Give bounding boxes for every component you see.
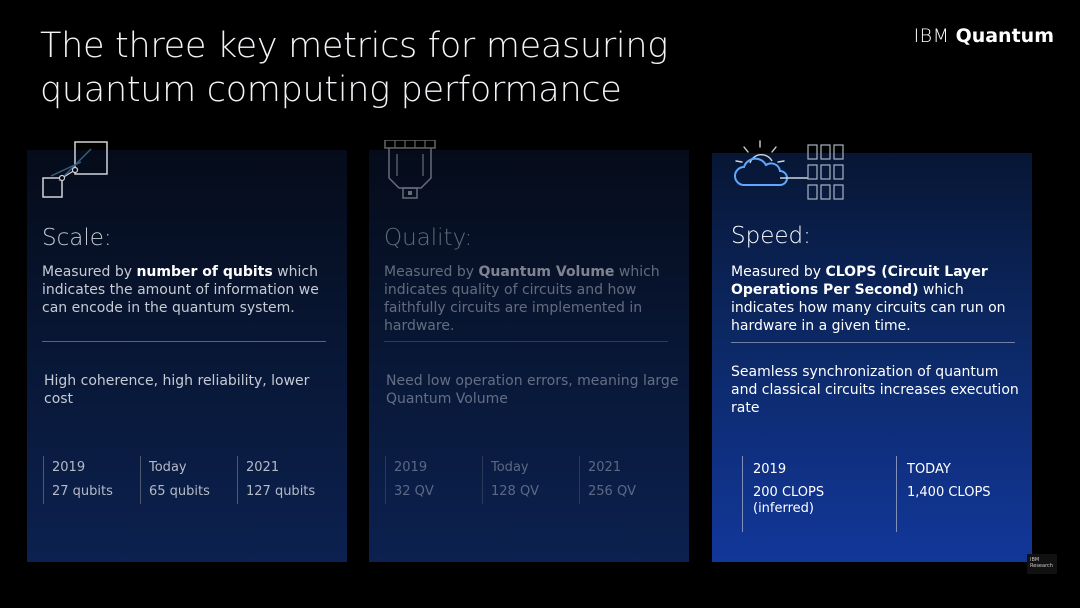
stat-item: 2021 127 qubits	[237, 456, 334, 504]
stat-item: 2019 32 QV	[385, 456, 482, 504]
divider	[384, 341, 668, 342]
stat-item: 2019 27 qubits	[43, 456, 140, 504]
speed-description: Measured by CLOPS (Circuit Layer Operati…	[731, 264, 1006, 334]
stat-item: 2021 256 QV	[579, 456, 676, 504]
stat-item: TODAY 1,400 CLOPS	[896, 456, 1050, 532]
cloud-hardware-icon	[730, 139, 860, 207]
scale-card: Scale: Measured by number of qubits whic…	[27, 141, 347, 562]
scale-description: Measured by number of qubits which indic…	[42, 264, 319, 316]
quality-stats: 2019 32 QV Today 128 QV 2021 256 QV	[385, 456, 676, 504]
stat-item: Today 65 qubits	[140, 456, 237, 504]
speed-note: Seamless synchronization of quantum and …	[731, 364, 1019, 416]
title-line-1: The three key metrics for measuring	[40, 26, 668, 66]
speed-stats: 2019 200 CLOPS (inferred) TODAY 1,400 CL…	[742, 456, 1050, 532]
scale-heading: Scale:	[42, 225, 112, 251]
scale-note: High coherence, high reliability, lower …	[44, 373, 310, 407]
speed-card: Speed: Measured by CLOPS (Circuit Layer …	[712, 140, 1032, 562]
page-title: The three key metrics for measuring quan…	[40, 24, 760, 112]
quality-note: Need low operation errors, meaning large…	[386, 373, 679, 407]
divider	[42, 341, 326, 342]
scale-stats: 2019 27 qubits Today 65 qubits 2021 127 …	[43, 456, 334, 504]
title-line-2: quantum computing performance	[40, 70, 622, 110]
quality-description: Measured by Quantum Volume which indicat…	[384, 264, 660, 334]
speed-heading: Speed:	[731, 223, 811, 249]
brand-quantum: Quantum	[955, 25, 1054, 47]
stat-item: 2019 200 CLOPS (inferred)	[742, 456, 896, 532]
quality-card: Quality: Measured by Quantum Volume whic…	[369, 139, 689, 562]
ibm-research-badge: IBM Research	[1027, 554, 1057, 574]
divider	[731, 342, 1015, 343]
stat-item: Today 128 QV	[482, 456, 579, 504]
brand-ibm: IBM	[913, 25, 950, 47]
quantum-chip-icon	[383, 139, 439, 204]
ibm-quantum-logo: IBM Quantum	[914, 25, 1054, 47]
scale-icon	[41, 140, 111, 214]
quality-heading: Quality:	[384, 225, 473, 251]
